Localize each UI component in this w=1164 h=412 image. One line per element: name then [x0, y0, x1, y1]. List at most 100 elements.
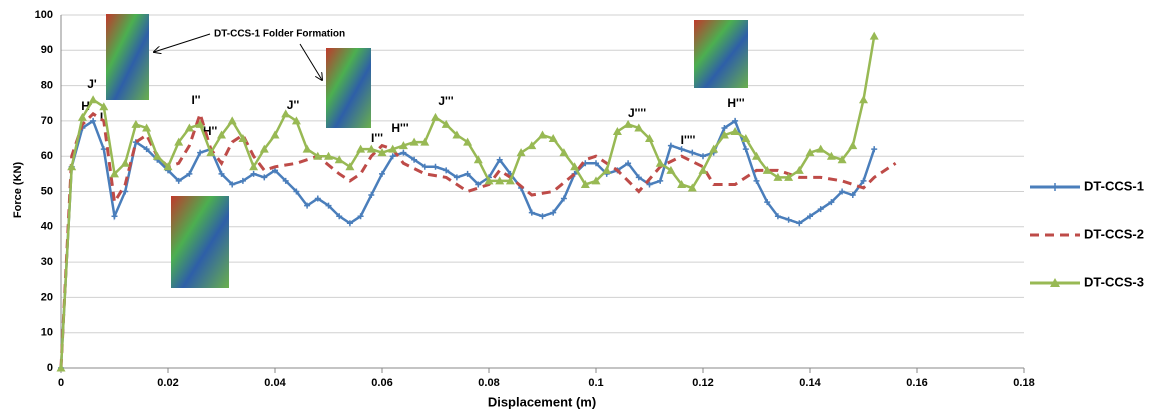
point — [634, 123, 644, 132]
point — [291, 116, 301, 125]
point — [218, 170, 225, 177]
point — [336, 213, 343, 220]
y-axis-title: Force (KN) — [12, 162, 24, 219]
point — [464, 170, 471, 177]
point — [175, 177, 182, 184]
point — [443, 167, 450, 174]
point — [828, 199, 835, 206]
tube-image — [694, 20, 748, 88]
point — [689, 149, 696, 156]
point — [441, 119, 451, 128]
point — [473, 155, 483, 164]
point — [741, 134, 751, 143]
legend-marker — [1051, 183, 1059, 191]
annotation: DT-CCS-1 Folder Formation — [214, 29, 345, 40]
point — [859, 95, 868, 104]
point — [807, 213, 813, 220]
point — [677, 179, 687, 188]
point — [357, 213, 364, 220]
x-tick-label: 0.04 — [264, 377, 286, 389]
point — [826, 151, 836, 160]
tube-image — [106, 14, 149, 100]
point — [152, 151, 162, 160]
point — [411, 156, 418, 163]
annotation: I'' — [191, 93, 200, 107]
point — [314, 195, 321, 202]
y-tick-label: 30 — [41, 256, 53, 268]
point — [131, 119, 141, 128]
point — [421, 163, 428, 170]
point — [88, 95, 98, 104]
point — [860, 177, 867, 184]
legend-marker — [1050, 278, 1060, 287]
point — [431, 112, 440, 121]
point — [538, 130, 547, 139]
annotation: H' — [81, 99, 93, 113]
point — [817, 206, 824, 213]
point — [356, 144, 366, 153]
point — [496, 156, 503, 163]
point — [227, 116, 237, 125]
annotation: H''' — [727, 96, 744, 110]
annotation: J'' — [287, 98, 300, 112]
arrow — [154, 33, 211, 52]
y-tick-label: 40 — [41, 221, 53, 233]
point — [206, 148, 216, 157]
point — [99, 102, 109, 111]
point — [730, 126, 740, 135]
annotation: J''' — [438, 94, 453, 108]
x-tick-label: 0.14 — [799, 377, 821, 389]
point — [516, 148, 526, 157]
point — [324, 151, 333, 160]
point — [281, 109, 291, 118]
y-tick-label: 70 — [41, 115, 53, 127]
point — [528, 209, 535, 216]
point — [409, 137, 419, 146]
point — [839, 188, 846, 195]
point — [346, 220, 353, 227]
point — [452, 130, 462, 139]
tube-images — [106, 14, 748, 288]
point — [163, 162, 173, 171]
point — [742, 146, 749, 153]
point — [655, 158, 665, 167]
y-tick-label: 10 — [41, 327, 53, 339]
point — [871, 146, 878, 153]
x-tick-label: 0.12 — [692, 377, 713, 389]
point — [249, 162, 259, 171]
point — [612, 126, 622, 135]
arrow — [299, 43, 322, 80]
point — [623, 119, 633, 128]
point — [90, 117, 97, 124]
x-tick-label: 0.06 — [371, 377, 392, 389]
point — [625, 160, 632, 167]
y-tick-label: 100 — [35, 9, 53, 21]
point — [646, 181, 653, 188]
point — [302, 144, 312, 153]
y-tick-label: 20 — [41, 291, 53, 303]
point — [773, 172, 783, 181]
point — [550, 209, 557, 216]
legend-label: DT-CCS-1 — [1084, 178, 1144, 193]
x-tick-label: 0.18 — [1013, 377, 1034, 389]
point — [120, 158, 130, 167]
point — [560, 195, 567, 202]
point — [774, 213, 781, 220]
point — [313, 151, 323, 160]
point — [261, 174, 268, 181]
point — [580, 179, 590, 188]
point — [238, 134, 248, 143]
point — [570, 162, 580, 171]
point — [379, 170, 385, 177]
point — [304, 202, 311, 209]
point — [687, 183, 697, 192]
point — [110, 169, 119, 178]
tube-image — [171, 196, 229, 288]
point — [270, 130, 280, 139]
point — [539, 213, 546, 220]
point — [495, 176, 505, 185]
point — [666, 165, 676, 174]
tube-image — [326, 48, 371, 128]
annotation: J' — [87, 77, 97, 91]
